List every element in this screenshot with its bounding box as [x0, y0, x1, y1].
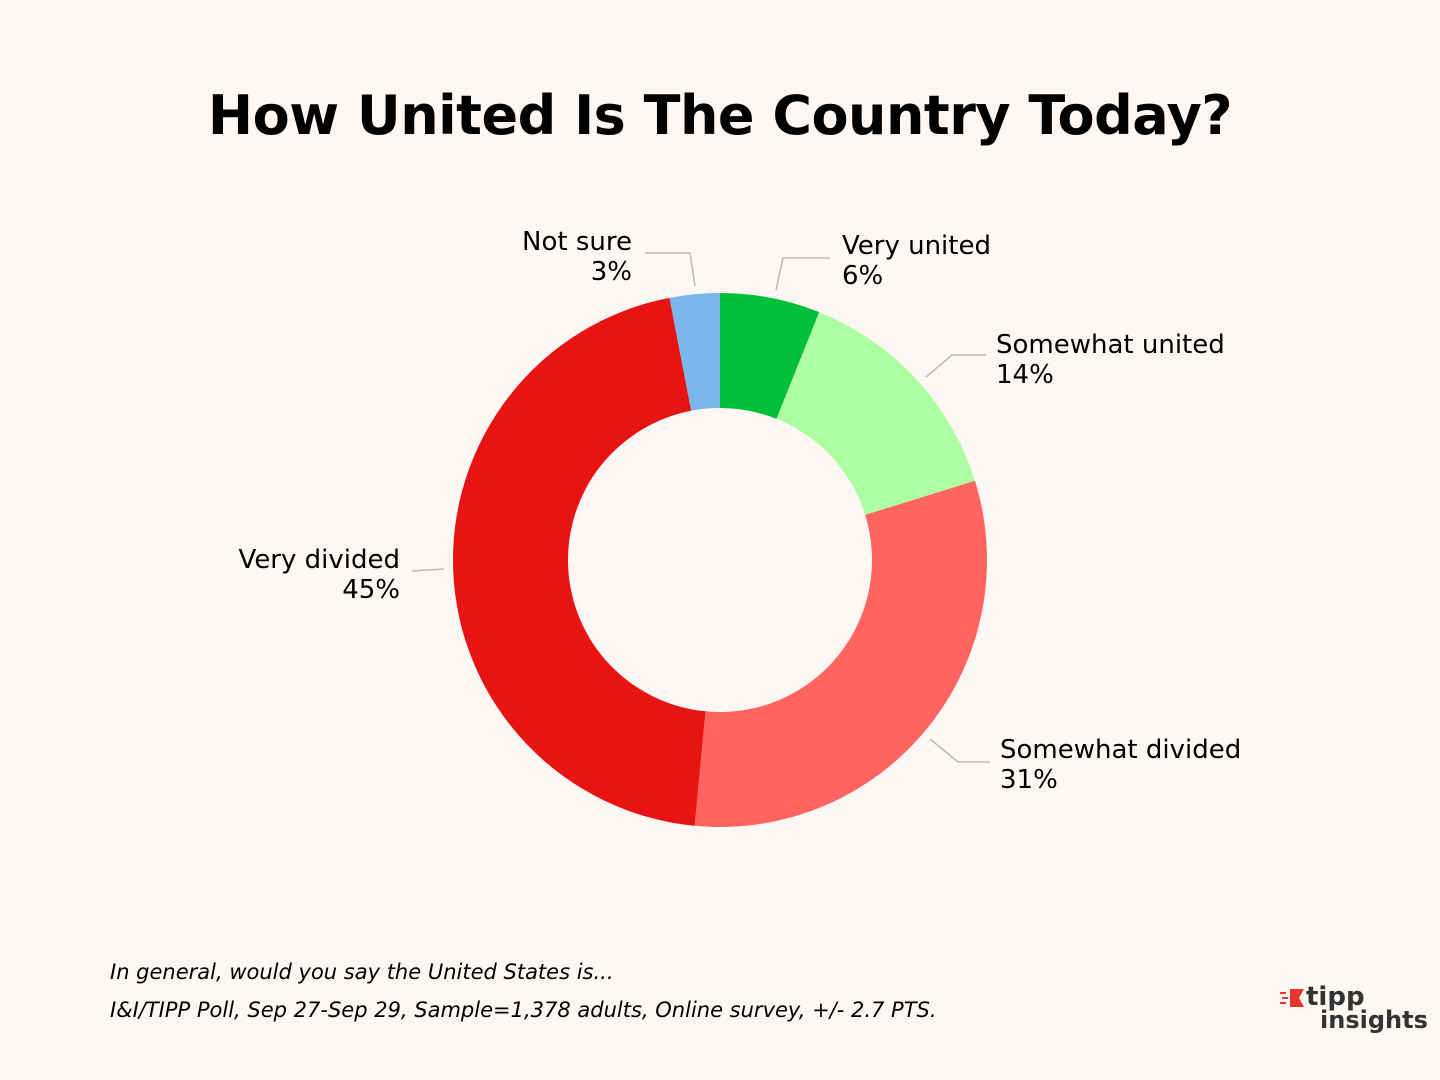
logo-word-insights: insights [1320, 1006, 1428, 1034]
survey-source: I&I/TIPP Poll, Sep 27-Sep 29, Sample=1,3… [110, 998, 937, 1022]
slice-very-divided [453, 297, 706, 826]
leader-line-very-divided [411, 568, 445, 572]
leader-line-somewhat-united [925, 354, 986, 378]
chart-title: How United Is The Country Today? [207, 84, 1233, 147]
logo-arrow-icon [1280, 989, 1304, 1007]
slice-label-very-united: Very united [842, 231, 991, 261]
leader-line-not-sure [645, 252, 696, 287]
slice-label-somewhat-divided: Somewhat divided [1000, 735, 1241, 765]
leader-line-somewhat-divided [929, 738, 990, 763]
tipp-insights-logo[interactable]: tipp insights [1280, 984, 1430, 1040]
slice-label-not-sure: Not sure [522, 227, 632, 257]
slice-not-sure [669, 293, 720, 411]
slice-value-very-united: 6% [842, 261, 883, 291]
slice-value-very-divided: 45% [342, 575, 400, 605]
slice-label-somewhat-united: Somewhat united [996, 330, 1225, 360]
slice-value-somewhat-united: 14% [996, 360, 1054, 390]
survey-question: In general, would you say the United Sta… [110, 960, 614, 984]
slice-somewhat-divided [694, 480, 987, 827]
slice-somewhat-united [776, 312, 975, 515]
logo-word-tipp: tipp [1306, 982, 1365, 1012]
leader-line-very-united [775, 257, 830, 291]
slice-value-somewhat-divided: 31% [1000, 765, 1058, 795]
donut-slices [453, 293, 987, 827]
leader-lines [411, 252, 990, 763]
slice-value-not-sure: 3% [591, 257, 632, 287]
slice-label-very-divided: Very divided [239, 545, 400, 575]
slice-very-united [720, 293, 820, 419]
